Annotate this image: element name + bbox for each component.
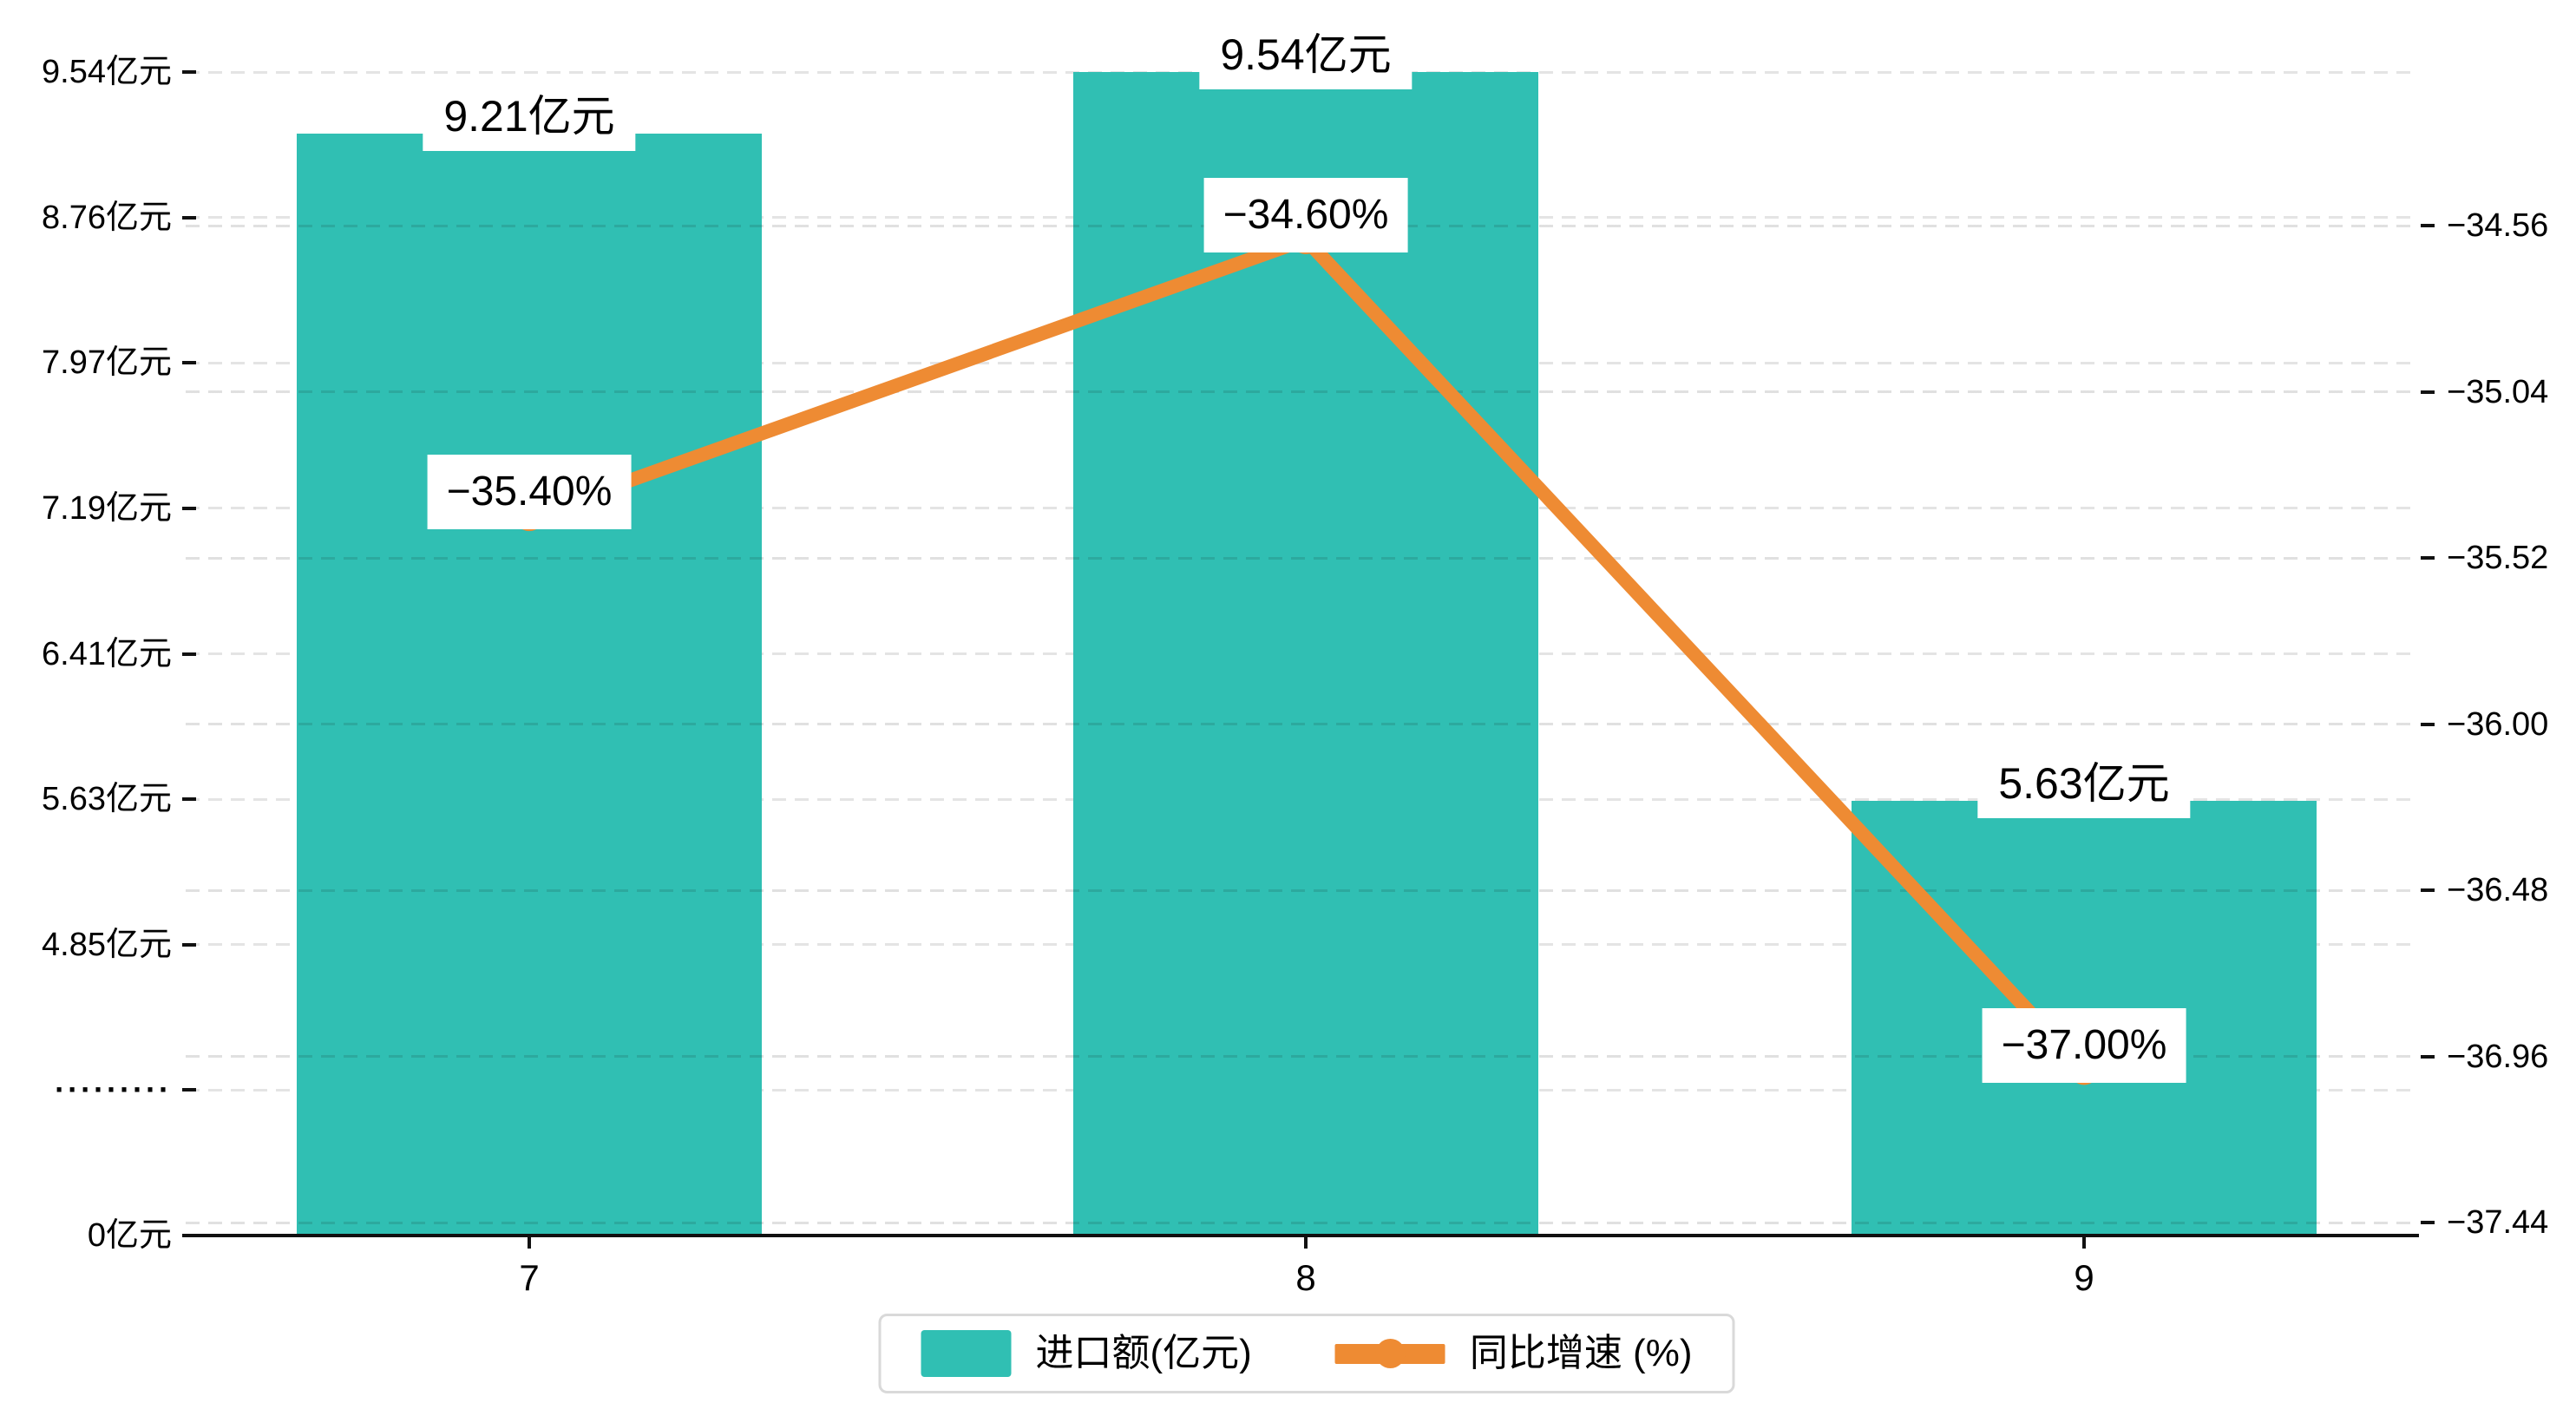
yoy-growth-line[interactable] [527, 232, 2089, 1075]
left-axis-tick-label: 6.41亿元 [42, 635, 172, 672]
left-axis-tick-label: 7.97亿元 [42, 344, 172, 382]
right-axis-tick [2421, 556, 2435, 560]
right-axis-tick [2421, 1054, 2435, 1059]
x-axis-tick [1304, 1236, 1308, 1249]
bar-import-amount[interactable] [1073, 72, 1538, 1234]
left-axis-tick [182, 1088, 196, 1092]
left-axis-tick [182, 215, 196, 220]
x-axis-line [186, 1234, 2419, 1237]
left-axis-tick [182, 506, 196, 510]
x-axis-tick-label: 9 [2074, 1257, 2094, 1298]
left-axis-tick-label: 4.85亿元 [42, 926, 172, 963]
grid-line-right [186, 1055, 2419, 1058]
right-axis-tick [2421, 722, 2435, 726]
x-axis-tick [2082, 1236, 2086, 1249]
grid-line-right [186, 723, 2419, 725]
left-axis-tick [182, 361, 196, 365]
bar-value-label: 9.54亿元 [1199, 20, 1413, 89]
grid-line-right [186, 1221, 2419, 1224]
line-value-label: −34.60% [1203, 177, 1408, 252]
grid-line-right [186, 390, 2419, 393]
grid-line-right [186, 888, 2419, 892]
legend-item-import-amount[interactable]: 进口额(亿元) [921, 1330, 1252, 1377]
left-axis-tick-label: 5.63亿元 [42, 781, 172, 818]
line-value-label: −37.00% [1982, 1008, 2186, 1084]
left-axis-tick-label: 8.76亿元 [42, 199, 172, 236]
right-axis-tick [2421, 390, 2435, 394]
x-axis-tick-label: 8 [1295, 1257, 1316, 1298]
legend-label-import-amount: 进口额(亿元) [1035, 1332, 1252, 1374]
bar-value-label: 9.21亿元 [423, 81, 636, 151]
legend-label-yoy-growth: 同比增速 (%) [1469, 1332, 1693, 1374]
left-axis-tick [182, 797, 196, 802]
bar-value-label: 5.63亿元 [1977, 749, 2191, 819]
right-axis-tick-label: −35.04 [2447, 373, 2549, 410]
right-axis-tick-label: −37.44 [2447, 1204, 2549, 1241]
right-axis-tick [2421, 888, 2435, 892]
right-axis-tick-label: −34.56 [2447, 207, 2549, 244]
bar-series-swatch-icon [921, 1330, 1012, 1377]
right-axis-tick-label: −36.00 [2447, 705, 2549, 743]
x-axis-tick [528, 1236, 531, 1249]
right-axis-tick-label: −36.96 [2447, 1038, 2549, 1075]
left-axis-tick [182, 942, 196, 947]
left-axis-tick [182, 652, 196, 656]
right-axis-tick-label: −36.48 [2447, 872, 2549, 908]
line-series-marker-icon [1334, 1339, 1445, 1368]
legend-item-yoy-growth[interactable]: 同比增速 (%) [1334, 1332, 1693, 1374]
left-axis-break-label: ········· [55, 1072, 172, 1108]
bar-import-amount[interactable] [297, 133, 762, 1234]
grid-line-right [186, 556, 2419, 560]
right-axis-tick [2421, 224, 2435, 227]
left-axis-tick [182, 70, 196, 74]
line-value-label: −35.40% [427, 455, 632, 530]
left-axis-tick-label: 7.19亿元 [42, 489, 172, 527]
x-axis-tick-label: 7 [519, 1257, 540, 1298]
left-axis-tick-label: 0亿元 [87, 1217, 172, 1254]
line-series-dot-icon [1375, 1339, 1406, 1368]
right-axis-tick-label: −35.52 [2447, 540, 2549, 576]
right-axis-tick [2421, 1221, 2435, 1224]
left-axis-tick-label: 9.54亿元 [42, 54, 172, 90]
legend: 进口额(亿元) 同比增速 (%) [878, 1314, 1735, 1393]
